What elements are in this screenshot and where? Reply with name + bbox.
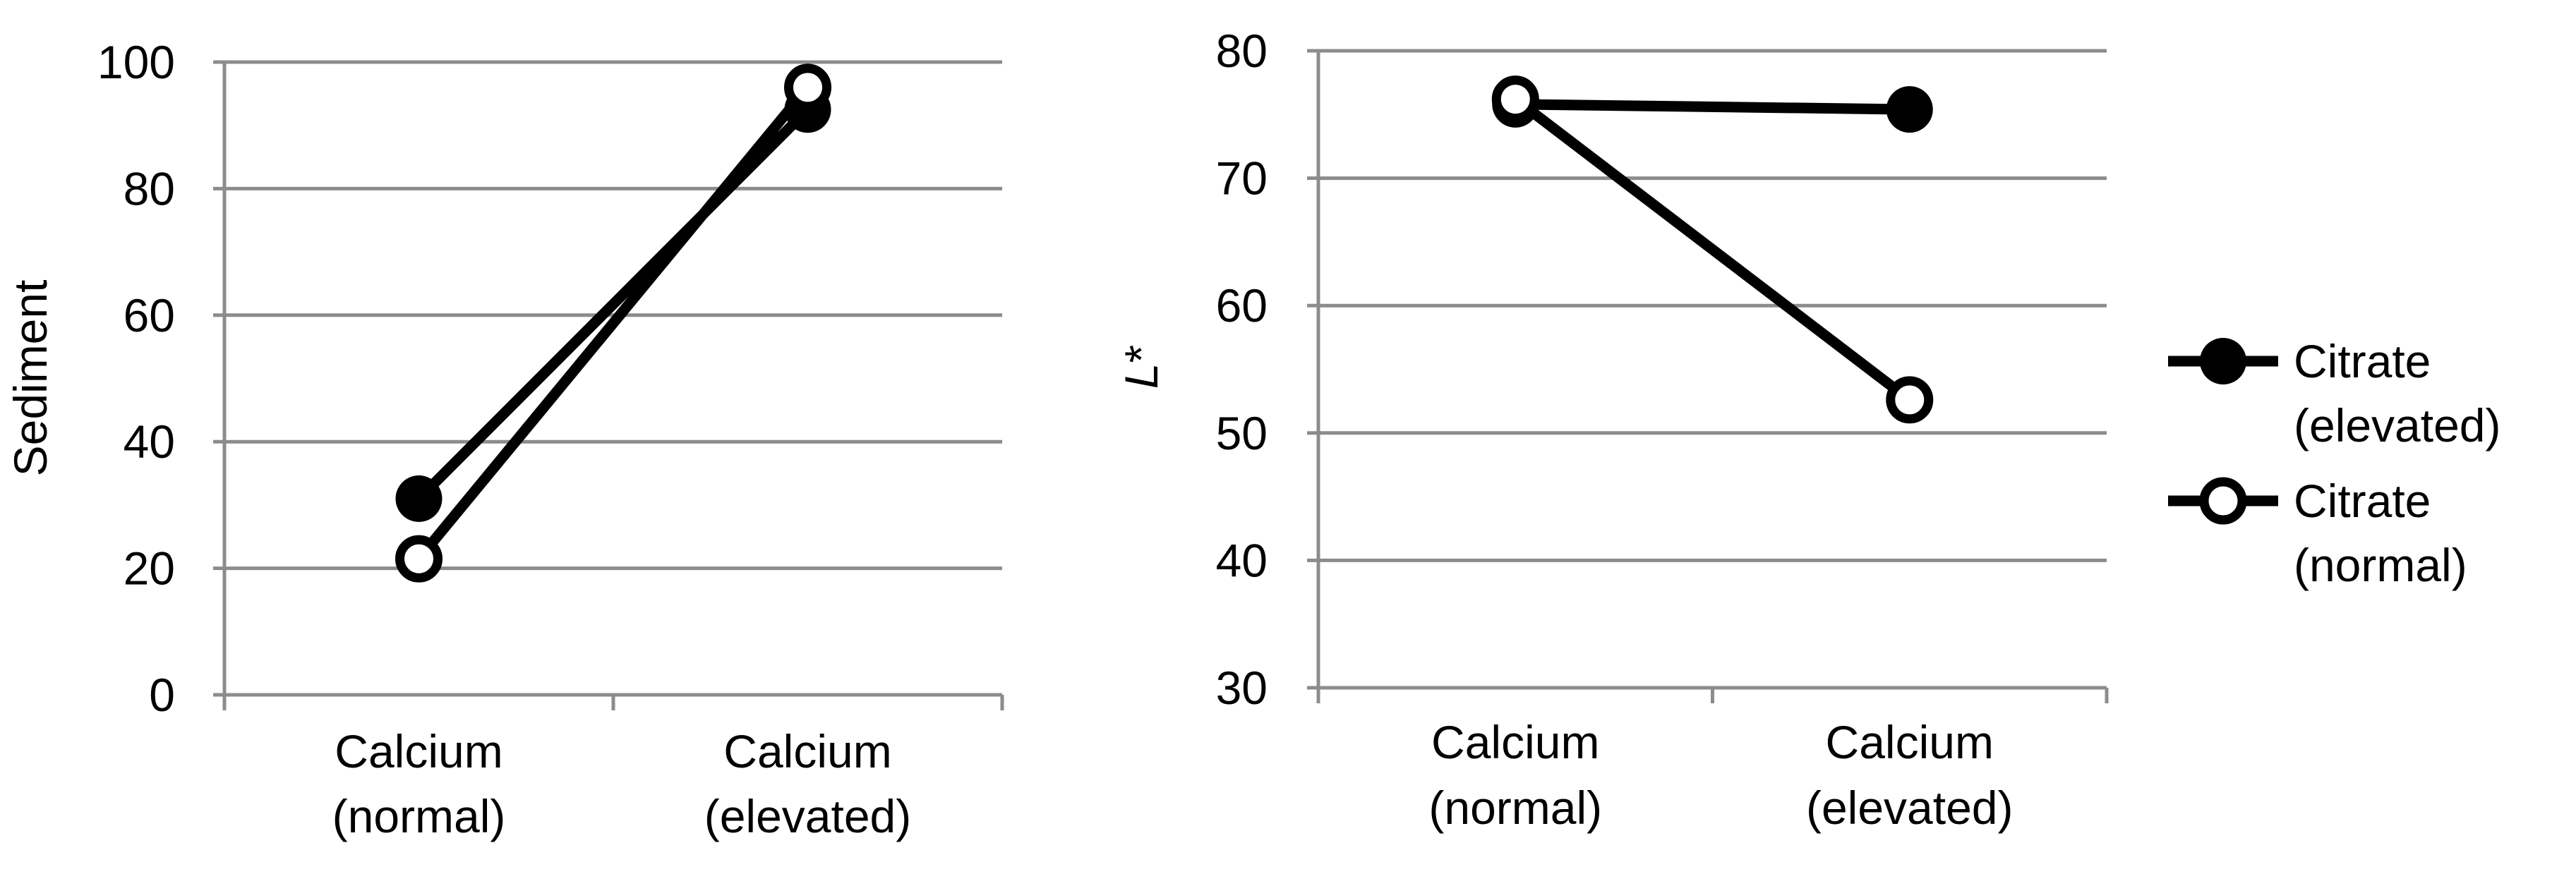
y-tick-label: 80 [124,162,175,214]
y-axis-title-suffix: * [1115,345,1167,363]
y-tick-label: 100 [97,36,175,88]
y-axis-title: Sediment [4,280,56,477]
legend-label: Citrate [2294,475,2431,527]
series-line-1 [414,104,813,504]
legend-marker-hollow [2199,477,2247,525]
data-point-hollow [1491,75,1539,123]
y-tick-label: 0 [149,669,175,721]
y-axis-title-italic: L [1115,363,1167,389]
x-category-label: (normal) [1428,782,1602,834]
y-axis-title: L* [1115,345,1167,389]
data-point-hollow [395,535,443,583]
y-tick-label: 40 [124,415,175,468]
y-tick-label: 60 [124,289,175,341]
data-point-hollow [784,63,831,111]
y-tick-label: 70 [1216,152,1268,205]
chart-1: 0 20 40 60 80 100 Calcium (normal) Calcium (eleva… [4,36,1004,842]
x-category-label: Calcium [1431,716,1599,768]
x-category-label: Calcium [335,725,502,777]
data-point-hollow [1886,376,1934,424]
chart-2: 30 40 50 60 70 80 Calcium (normal) Calcium (eleva… [1115,25,2109,834]
series-line-2 [1510,94,1915,406]
x-category-label: Calcium [723,725,891,777]
y-tick-label: 40 [1216,534,1268,586]
x-category-label: (elevated) [1806,782,2014,834]
y-tick-label: 80 [1216,25,1268,77]
x-category-label: (elevated) [704,790,912,842]
legend: Citrate (elevated) Citrate (normal) [2168,335,2501,591]
legend-marker-filled [2200,338,2246,384]
y-tick-label: 20 [124,542,175,595]
x-category-label: (normal) [332,790,506,842]
x-category-label: Calcium [1826,716,1994,768]
legend-label: (normal) [2294,539,2467,591]
legend-label: Citrate [2294,335,2431,387]
y-tick-label: 30 [1216,662,1268,714]
series-line-1 [1510,99,1915,115]
legend-label: (elevated) [2294,399,2501,451]
y-tick-label: 50 [1216,407,1268,459]
series-line-2 [414,82,813,564]
data-point-filled [395,475,443,522]
y-tick-label: 60 [1216,279,1268,332]
data-point-filled [1886,86,1933,133]
